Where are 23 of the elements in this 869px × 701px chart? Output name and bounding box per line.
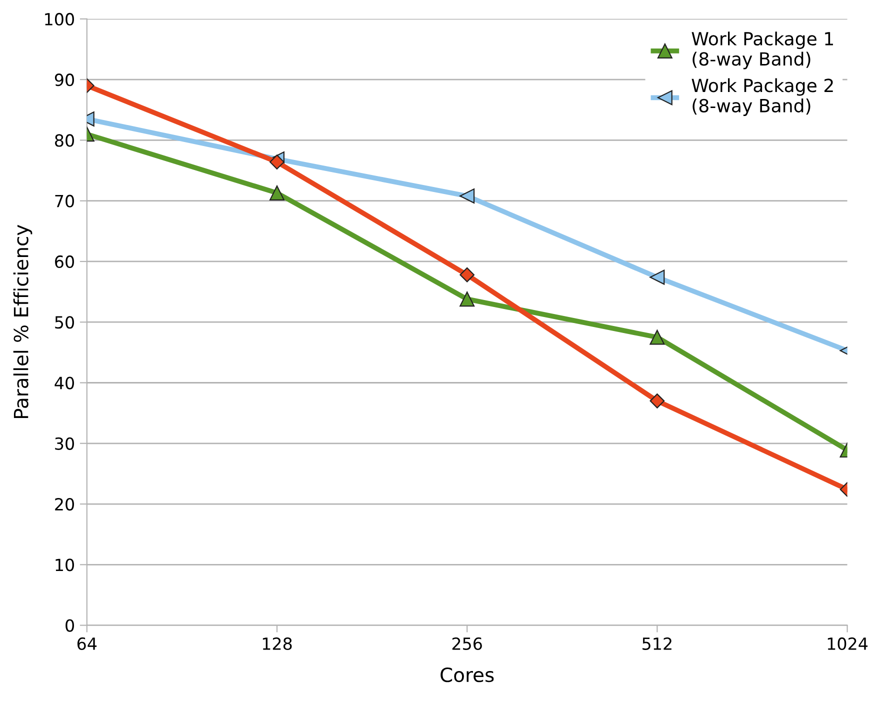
x-tick-label: 128 <box>262 637 292 650</box>
y-tick-label: 20 <box>55 498 74 511</box>
point <box>460 188 475 204</box>
y-tick-label: 30 <box>55 437 74 450</box>
y-tick-label: 60 <box>55 255 74 268</box>
y-tick-label: 80 <box>55 134 74 147</box>
y-tick-label: 40 <box>54 376 74 390</box>
x-tick-label: 64 <box>77 637 97 650</box>
legend-label: Work Package 1 (8-way Band) <box>692 32 833 70</box>
y-tick-label: 90 <box>54 74 74 86</box>
point <box>460 292 475 307</box>
y-tick-label: 70 <box>55 194 74 208</box>
y-tick-label: 100 <box>45 12 74 26</box>
legend-label: Work Package 2 (8-way Band) <box>692 78 833 116</box>
point <box>460 267 475 282</box>
y-tick-label: 50 <box>55 316 74 329</box>
y-tick-label: 0 <box>66 619 74 632</box>
x-tick-label: 1024 <box>828 637 868 650</box>
x-tick-label: 512 <box>642 637 672 650</box>
x-tick-label: 256 <box>452 637 482 650</box>
y-axis-title: Parallel % Efficiency <box>13 224 32 418</box>
y-tick-label: 10 <box>56 558 74 572</box>
x-axis-title: Cores <box>440 667 494 682</box>
